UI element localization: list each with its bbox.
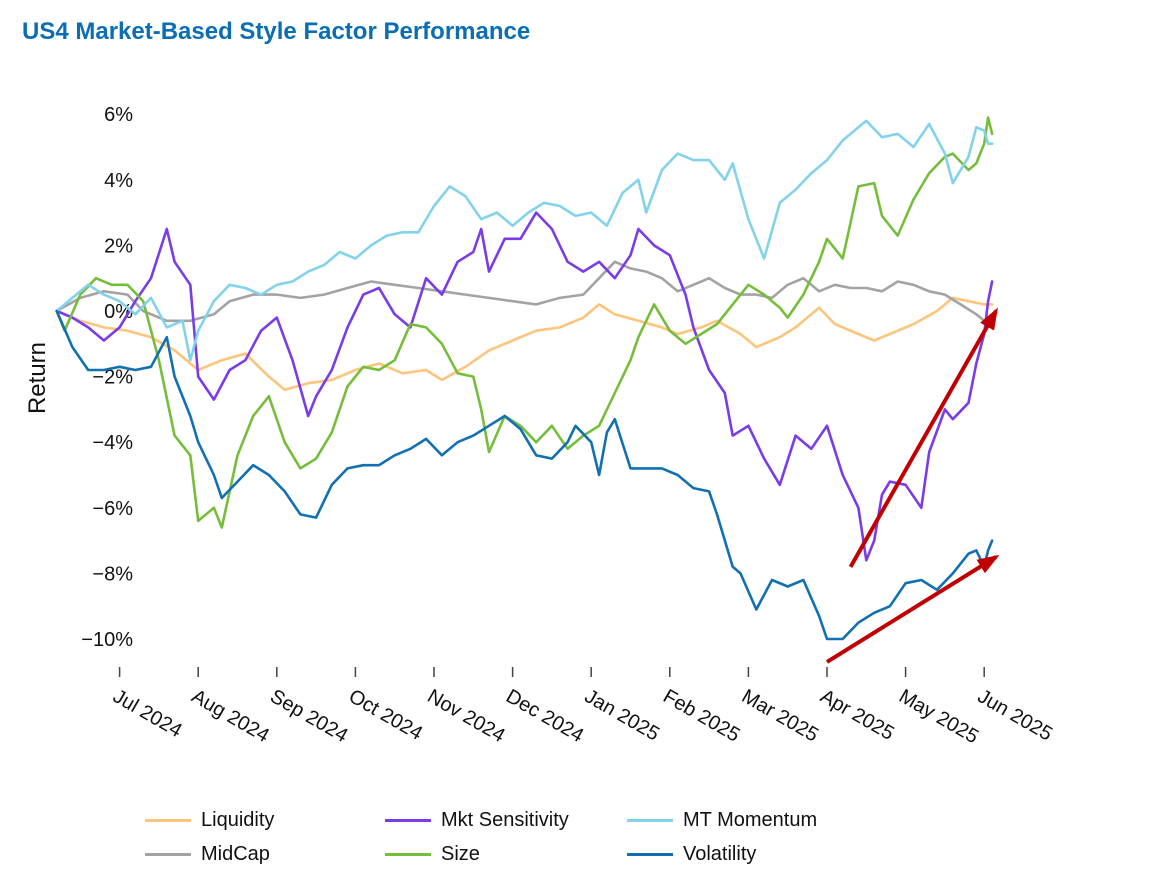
legend-swatch-mt-momentum: [627, 818, 673, 822]
legend-item-volatility: Volatility: [627, 842, 867, 866]
chart-title: US4 Market-Based Style Factor Performanc…: [22, 18, 531, 45]
y-tick-label: 6%: [104, 104, 133, 126]
chart-annotations: [825, 307, 1000, 664]
series-line-size: [55, 116, 994, 529]
y-tick-label: −4%: [92, 432, 133, 454]
x-tick-label: Sep 2024: [266, 685, 351, 747]
x-tick-label: Oct 2024: [345, 685, 426, 745]
x-tick-label: Jul 2024: [109, 685, 185, 742]
x-tick-label: Dec 2024: [502, 685, 587, 747]
series-line-midcap: [55, 260, 994, 326]
legend-label: Size: [441, 842, 480, 865]
legend-swatch-mkt-sensitivity: [385, 818, 431, 822]
legend-swatch-volatility: [627, 852, 673, 856]
y-tick-label: −8%: [92, 563, 133, 585]
y-tick-label: −6%: [92, 498, 133, 520]
legend-item-liquidity: Liquidity: [145, 808, 385, 832]
series-line-liquidity: [55, 296, 994, 391]
annotation-arrow-1: [848, 307, 998, 568]
chart-axes: 6%4%2%0%−2%−4%−6%−8%−10%Jul 2024 Aug 2024…: [81, 104, 1056, 748]
x-tick-label: Nov 2024: [424, 685, 509, 747]
y-tick-label: 4%: [104, 170, 133, 192]
legend-label: MT Momentum: [683, 808, 818, 831]
legend-swatch-midcap: [145, 852, 191, 856]
legend-swatch-liquidity: [145, 818, 191, 822]
legend-label: MidCap: [201, 842, 270, 865]
x-tick-label: Jun 2025: [974, 685, 1056, 745]
chart-legend: Liquidity Mkt Sensitivity MT Momentum Mi…: [145, 808, 905, 866]
y-axis-label: Return: [24, 342, 51, 414]
x-tick-label: Aug 2024: [188, 685, 273, 747]
legend-label: Volatility: [683, 842, 757, 865]
series-line-volatility: [55, 309, 994, 641]
annotation-arrow-2: [825, 554, 1000, 664]
y-tick-label: 2%: [104, 235, 133, 257]
legend-label: Liquidity: [201, 808, 275, 831]
legend-item-midcap: MidCap: [145, 842, 385, 866]
x-tick-label: Apr 2025: [817, 685, 898, 745]
y-tick-label: −2%: [92, 367, 133, 389]
x-tick-label: Feb 2025: [659, 685, 743, 746]
x-tick-label: May 2025: [895, 685, 982, 748]
legend-label: Mkt Sensitivity: [441, 808, 569, 831]
legend-item-size: Size: [385, 842, 627, 866]
legend-item-mkt-sensitivity: Mkt Sensitivity: [385, 808, 627, 832]
legend-swatch-size: [385, 852, 431, 856]
legend-item-mt-momentum: MT Momentum: [627, 808, 867, 832]
x-tick-label: Jan 2025: [581, 685, 663, 745]
series-line-mt-momentum: [55, 119, 994, 362]
x-tick-label: Mar 2025: [738, 685, 822, 746]
y-tick-label: −10%: [81, 629, 133, 651]
